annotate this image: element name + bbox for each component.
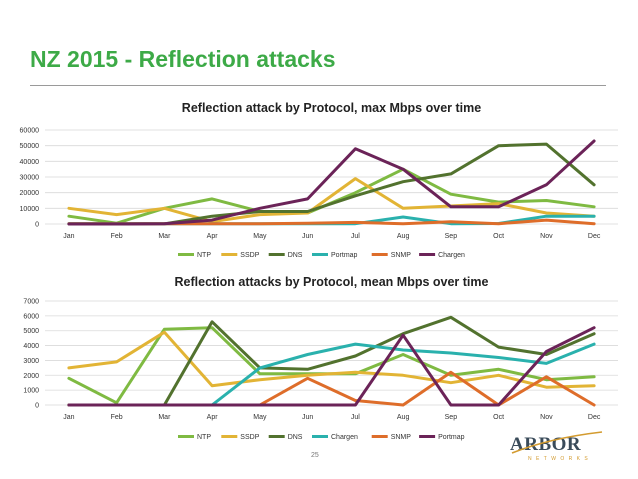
mean-mbps-chart: Reflection attacks by Protocol, mean Mbp… bbox=[23, 275, 618, 441]
x-tick-label: Sep bbox=[445, 233, 458, 240]
series-line-ssdp bbox=[67, 177, 596, 224]
legend-label-portmap: Portmap bbox=[331, 252, 358, 259]
x-tick-label: Mar bbox=[158, 233, 171, 240]
x-tick-label: Jul bbox=[351, 414, 360, 421]
series-line-ntp bbox=[67, 326, 596, 405]
y-tick-label: 6000 bbox=[23, 313, 39, 320]
y-tick-label: 0 bbox=[35, 403, 39, 410]
x-tick-label: May bbox=[253, 414, 267, 421]
legend-label-ntp: NTP bbox=[197, 252, 211, 259]
chart-title: Reflection attack by Protocol, max Mbps … bbox=[182, 101, 481, 115]
legend-label-chargen: Chargen bbox=[438, 252, 465, 259]
x-tick-label: Mar bbox=[158, 414, 171, 421]
legend-label-ntp: NTP bbox=[197, 434, 211, 441]
x-tick-label: Jul bbox=[351, 233, 360, 240]
y-tick-label: 50000 bbox=[20, 143, 40, 150]
x-tick-label: Apr bbox=[207, 414, 219, 421]
y-tick-label: 30000 bbox=[20, 175, 40, 182]
y-tick-label: 5000 bbox=[23, 328, 39, 335]
legend-label-dns: DNS bbox=[288, 434, 303, 441]
series-line-portmap bbox=[67, 326, 596, 407]
x-tick-label: Dec bbox=[588, 233, 601, 240]
x-tick-label: Feb bbox=[111, 233, 123, 240]
arbor-networks-logo: ARBOR NETWORKS bbox=[510, 431, 603, 462]
legend-label-ssdp: SSDP bbox=[240, 252, 259, 259]
logo-swoosh bbox=[511, 431, 603, 454]
x-tick-label: Jun bbox=[302, 414, 313, 421]
y-tick-label: 2000 bbox=[23, 373, 39, 380]
slide-title: NZ 2015 - Reflection attacks bbox=[30, 46, 336, 72]
y-tick-label: 40000 bbox=[20, 159, 40, 166]
logo-subtitle: NETWORKS bbox=[528, 456, 592, 462]
y-tick-label: 20000 bbox=[20, 190, 40, 197]
x-tick-label: Dec bbox=[588, 414, 601, 421]
legend-label-snmp: SNMP bbox=[391, 252, 412, 259]
x-tick-label: Nov bbox=[540, 414, 553, 421]
x-tick-label: Aug bbox=[397, 414, 410, 421]
legend-label-portmap: Portmap bbox=[438, 434, 465, 441]
series-line-ssdp bbox=[67, 330, 596, 389]
legend-label-ssdp: SSDP bbox=[240, 434, 259, 441]
y-tick-label: 7000 bbox=[23, 299, 39, 306]
legend-label-chargen: Chargen bbox=[331, 434, 358, 441]
chart-title: Reflection attacks by Protocol, mean Mbp… bbox=[175, 275, 489, 289]
series-line-snmp bbox=[67, 370, 596, 407]
legend-label-snmp: SNMP bbox=[391, 434, 412, 441]
y-tick-label: 1000 bbox=[23, 388, 39, 395]
x-tick-label: Oct bbox=[493, 233, 504, 240]
x-tick-label: Sep bbox=[445, 414, 458, 421]
y-tick-label: 60000 bbox=[20, 128, 40, 135]
x-tick-label: Jan bbox=[63, 233, 74, 240]
y-tick-label: 10000 bbox=[20, 206, 40, 213]
x-tick-label: Jan bbox=[63, 414, 74, 421]
y-tick-label: 0 bbox=[35, 222, 39, 229]
max-mbps-chart: Reflection attack by Protocol, max Mbps … bbox=[20, 101, 618, 259]
x-tick-label: Aug bbox=[397, 233, 410, 240]
title-divider bbox=[30, 85, 606, 86]
x-tick-label: Nov bbox=[540, 233, 553, 240]
series-line-chargen bbox=[67, 139, 596, 226]
y-tick-label: 4000 bbox=[23, 343, 39, 350]
x-tick-label: May bbox=[253, 233, 267, 240]
logo-wordmark: ARBOR bbox=[510, 434, 581, 455]
legend-label-dns: DNS bbox=[288, 252, 303, 259]
y-tick-label: 3000 bbox=[23, 358, 39, 365]
x-tick-label: Feb bbox=[111, 414, 123, 421]
x-tick-label: Oct bbox=[493, 414, 504, 421]
x-tick-label: Apr bbox=[207, 233, 219, 240]
x-tick-label: Jun bbox=[302, 233, 313, 240]
page-number: 25 bbox=[311, 452, 319, 459]
